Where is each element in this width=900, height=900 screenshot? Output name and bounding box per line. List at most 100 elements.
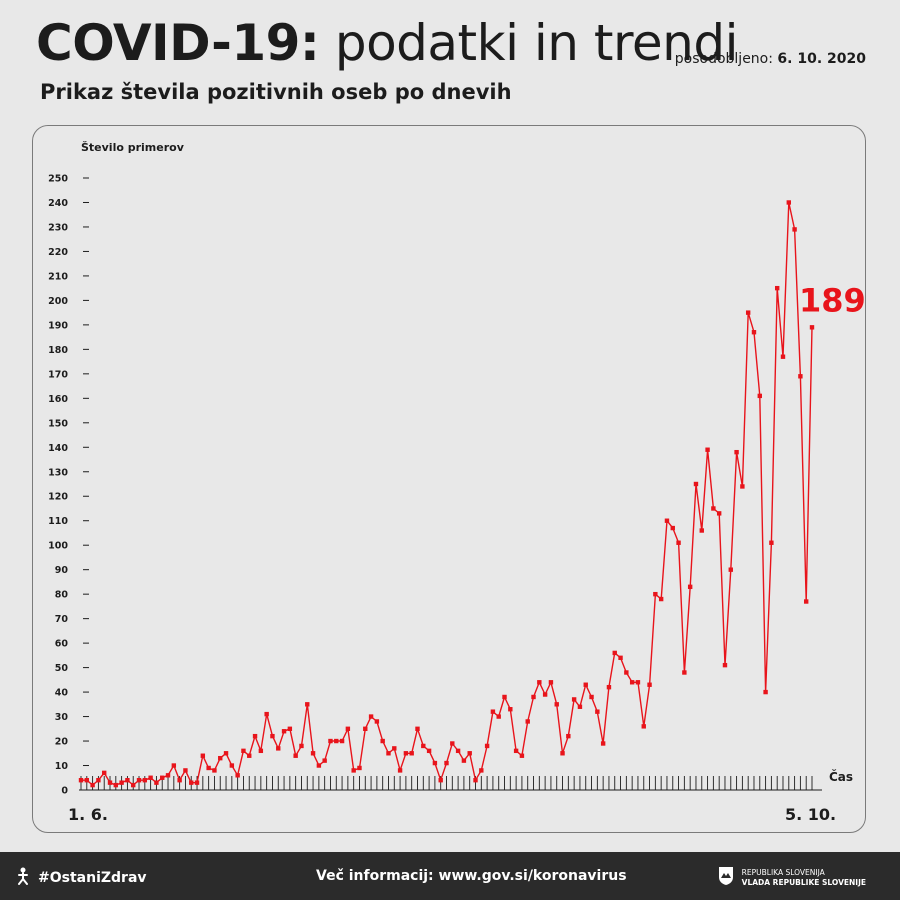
data-point bbox=[554, 702, 559, 707]
data-point bbox=[711, 506, 716, 511]
y-axis-label: Število primerov bbox=[81, 141, 185, 154]
y-tick-label: 240 bbox=[48, 198, 68, 209]
y-tick-label: 20 bbox=[55, 737, 69, 748]
data-point bbox=[281, 729, 287, 734]
data-point bbox=[612, 650, 617, 656]
data-point bbox=[496, 714, 501, 719]
data-point bbox=[763, 689, 768, 695]
data-point bbox=[792, 227, 797, 232]
data-point bbox=[270, 733, 275, 739]
data-point bbox=[542, 692, 548, 697]
data-point bbox=[757, 393, 762, 399]
data-point bbox=[786, 200, 791, 205]
data-point bbox=[241, 748, 246, 754]
data-point bbox=[467, 751, 472, 756]
data-point bbox=[189, 780, 194, 785]
data-point bbox=[629, 680, 635, 685]
data-point bbox=[751, 330, 757, 335]
data-point bbox=[287, 726, 293, 731]
title-rest: podatki in trendi bbox=[334, 14, 739, 72]
data-point bbox=[154, 780, 159, 785]
data-point bbox=[473, 778, 478, 783]
data-point bbox=[363, 726, 368, 731]
data-point bbox=[107, 780, 113, 785]
data-point bbox=[310, 751, 316, 756]
x-start-label: 1. 6. bbox=[68, 805, 108, 824]
data-point bbox=[566, 733, 571, 739]
data-point bbox=[716, 511, 722, 516]
updated-info: posodobljeno: 6. 10. 2020 bbox=[675, 51, 866, 67]
data-point bbox=[113, 782, 119, 788]
y-tick-label: 150 bbox=[48, 418, 68, 429]
data-point bbox=[705, 447, 710, 452]
data-point bbox=[664, 518, 670, 523]
data-point bbox=[676, 540, 681, 545]
data-point bbox=[525, 719, 530, 724]
data-point bbox=[444, 760, 449, 766]
series-line bbox=[81, 201, 813, 786]
data-point bbox=[641, 724, 646, 729]
data-point bbox=[96, 778, 101, 783]
data-point bbox=[670, 525, 675, 531]
y-tick-label: 0 bbox=[61, 786, 68, 797]
last-value-label: 189 bbox=[799, 281, 866, 319]
y-tick-label: 170 bbox=[48, 369, 68, 380]
data-point bbox=[235, 773, 240, 778]
data-point bbox=[769, 540, 774, 545]
data-point bbox=[374, 719, 380, 724]
data-point bbox=[258, 748, 264, 754]
data-point bbox=[403, 751, 409, 756]
data-point bbox=[426, 748, 432, 754]
data-point bbox=[218, 755, 223, 761]
data-point bbox=[351, 768, 356, 773]
data-point bbox=[484, 743, 490, 749]
data-point bbox=[386, 751, 391, 756]
y-tick-label: 250 bbox=[48, 174, 68, 185]
data-point bbox=[102, 770, 107, 776]
government-logo: REPUBLIKA SLOVENIJA VLADA REPUBLIKE SLOV… bbox=[718, 866, 866, 890]
data-point bbox=[252, 733, 258, 739]
page-title: COVID-19: podatki in trendi bbox=[36, 14, 739, 72]
y-tick-label: 210 bbox=[48, 271, 68, 282]
data-point bbox=[160, 775, 165, 780]
data-point bbox=[328, 738, 333, 744]
data-point bbox=[247, 753, 252, 758]
data-point bbox=[658, 596, 664, 602]
data-point bbox=[125, 778, 130, 783]
data-point bbox=[334, 738, 339, 744]
y-tick-label: 10 bbox=[55, 761, 69, 772]
data-point bbox=[131, 782, 136, 788]
x-axis-label: Čas bbox=[829, 769, 853, 784]
data-point bbox=[148, 775, 153, 780]
data-point bbox=[316, 763, 322, 768]
data-point bbox=[322, 758, 327, 763]
data-point bbox=[734, 449, 739, 455]
data-point bbox=[531, 694, 536, 700]
data-point bbox=[624, 670, 629, 675]
more-info-link[interactable]: Več informacij: www.gov.si/koronavirus bbox=[316, 868, 627, 884]
y-tick-label: 70 bbox=[55, 614, 69, 625]
data-point bbox=[165, 773, 171, 778]
data-point bbox=[647, 682, 652, 687]
y-tick-label: 50 bbox=[55, 663, 69, 674]
title-bold: COVID-19: bbox=[36, 14, 320, 72]
data-point bbox=[136, 778, 142, 783]
y-tick-label: 140 bbox=[48, 443, 68, 454]
data-point bbox=[223, 751, 229, 756]
data-point bbox=[119, 780, 124, 785]
updated-date: 6. 10. 2020 bbox=[777, 51, 866, 67]
data-point bbox=[194, 780, 200, 785]
data-point bbox=[490, 709, 496, 714]
data-point bbox=[206, 765, 211, 771]
data-point bbox=[432, 760, 438, 766]
y-tick-label: 90 bbox=[55, 565, 69, 576]
data-point bbox=[595, 709, 600, 714]
data-point bbox=[600, 741, 606, 746]
y-tick-label: 80 bbox=[55, 590, 69, 601]
data-point bbox=[183, 768, 188, 773]
data-point bbox=[513, 748, 519, 754]
data-point bbox=[142, 778, 148, 783]
data-point bbox=[345, 726, 351, 731]
y-tick-label: 200 bbox=[48, 296, 68, 307]
data-point bbox=[780, 354, 786, 359]
